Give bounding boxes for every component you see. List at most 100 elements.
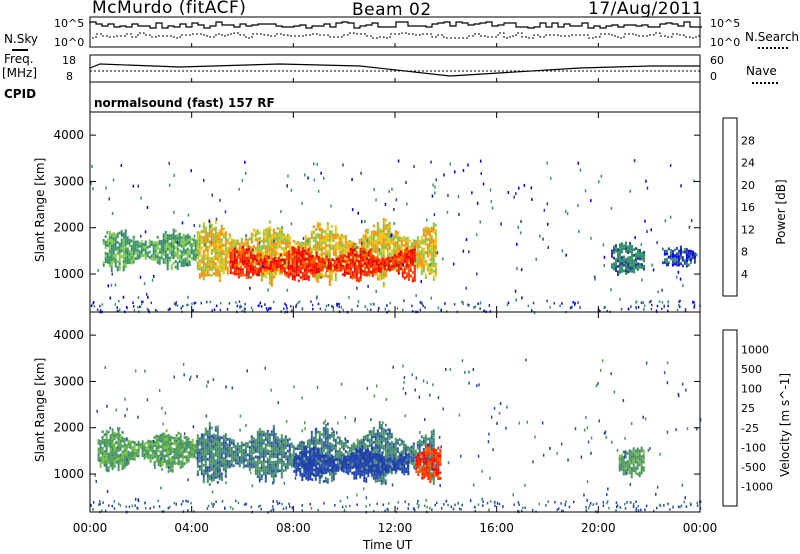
data-cell <box>388 434 391 437</box>
data-cell <box>295 268 298 271</box>
data-cell <box>189 441 192 444</box>
data-cell <box>118 245 121 249</box>
data-cell <box>229 265 232 269</box>
data-cell <box>252 465 255 468</box>
data-cell <box>303 263 306 267</box>
data-cell <box>339 255 342 258</box>
data-cell <box>376 437 379 441</box>
data-cell <box>180 261 183 265</box>
data-cell <box>346 451 349 454</box>
data-cell <box>402 440 405 444</box>
data-cell <box>202 222 205 225</box>
data-cell <box>299 265 302 268</box>
data-cell <box>432 278 435 281</box>
data-cell <box>180 264 183 267</box>
data-cell <box>378 236 381 239</box>
data-cell <box>328 280 331 284</box>
data-cell <box>386 226 389 230</box>
data-cell <box>378 479 381 483</box>
data-cell <box>108 247 111 251</box>
data-cell <box>224 466 227 470</box>
data-cell <box>109 447 112 451</box>
data-cell <box>198 259 201 263</box>
data-cell <box>243 262 246 266</box>
data-cell <box>128 258 131 262</box>
data-cell <box>386 438 389 441</box>
data-cell <box>683 262 686 265</box>
data-cell <box>358 442 361 446</box>
data-cell <box>297 254 300 258</box>
data-cell <box>258 452 261 456</box>
data-cell <box>402 451 405 455</box>
data-cell <box>105 446 108 450</box>
data-cell <box>232 464 235 468</box>
data-cell <box>180 306 182 310</box>
data-cell <box>228 302 231 305</box>
data-cell <box>266 463 269 466</box>
data-cell <box>210 437 213 441</box>
data-cell <box>270 447 273 450</box>
data-cell <box>214 240 217 244</box>
data-cell <box>270 444 273 448</box>
data-cell <box>411 279 414 283</box>
data-cell <box>290 305 292 308</box>
data-cell <box>339 268 342 272</box>
data-cell <box>200 257 203 261</box>
data-cell <box>102 241 105 245</box>
data-cell <box>220 464 223 467</box>
data-cell <box>129 440 132 444</box>
data-cell <box>286 307 288 310</box>
data-cell <box>202 447 205 450</box>
data-cell <box>196 254 199 257</box>
data-cell <box>611 266 613 269</box>
data-cell <box>378 462 381 466</box>
data-cell <box>253 268 256 272</box>
data-cell <box>369 259 372 263</box>
data-cell <box>446 310 448 313</box>
data-cell <box>179 441 182 444</box>
data-cell <box>218 477 221 481</box>
data-cell <box>329 262 332 265</box>
data-cell <box>321 268 324 272</box>
data-cell <box>291 269 294 272</box>
data-cell <box>224 242 227 246</box>
data-cell <box>276 444 279 448</box>
data-cell <box>345 271 348 275</box>
data-cell <box>193 443 196 447</box>
data-cell <box>367 267 370 271</box>
data-cell <box>434 268 437 271</box>
data-cell <box>231 252 234 255</box>
data-cell <box>150 240 153 244</box>
data-cell <box>364 237 367 241</box>
data-cell <box>324 476 327 480</box>
data-cell <box>244 453 247 457</box>
data-cell <box>176 253 179 257</box>
data-cell <box>263 260 266 264</box>
data-cell <box>637 248 639 252</box>
data-cell <box>349 272 352 276</box>
data-cell <box>270 253 273 257</box>
data-cell <box>256 450 259 453</box>
data-cell <box>382 234 385 238</box>
data-cell <box>212 263 215 267</box>
data-cell <box>418 264 421 268</box>
data-cell <box>432 222 435 226</box>
data-cell <box>167 445 170 448</box>
data-cell <box>355 253 358 257</box>
data-cell <box>152 255 155 259</box>
data-cell <box>401 255 404 259</box>
data-cell <box>312 444 315 448</box>
data-cell <box>214 254 217 258</box>
data-cell <box>202 266 205 270</box>
data-cell <box>173 437 176 440</box>
data-cell <box>388 445 391 449</box>
data-cell <box>266 466 269 469</box>
data-cell <box>359 259 362 262</box>
data-cell <box>422 269 425 273</box>
data-cell <box>165 459 168 463</box>
data-cell <box>214 440 217 443</box>
data-cell <box>364 234 367 238</box>
data-cell <box>247 259 250 262</box>
data-cell <box>667 300 669 304</box>
data-cell <box>594 277 596 281</box>
